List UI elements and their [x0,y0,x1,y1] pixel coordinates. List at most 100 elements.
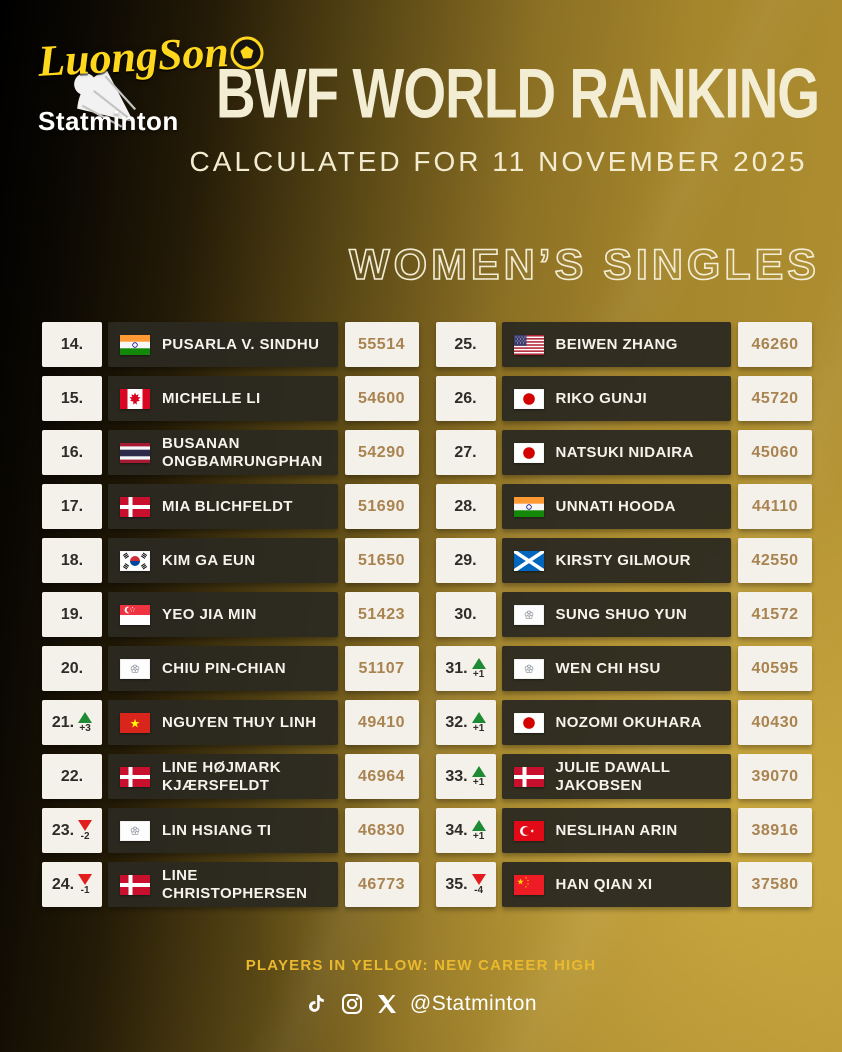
rank-number: 27. [454,443,477,461]
player-name: JULIE DAWALL JAKOBSEN [555,759,671,794]
player-name: NATSUKI NIDAIRA [555,443,694,461]
flag-vn-icon [120,712,150,733]
rank-cell: 34. +1 [435,808,496,853]
rank-change-value: -1 [80,884,90,896]
rank-down-indicator: -4 [471,873,486,896]
rank-number: 29. [454,551,477,569]
ranking-row: 25. BEIWEN ZHANG 46260 [435,322,812,367]
player-bar: BEIWEN ZHANG [501,322,731,367]
flag-ca-icon [120,388,150,409]
brand-tagline: Statminton [38,106,179,136]
points-cell: 40430 [738,700,812,745]
ranking-row: 29. KIRSTY GILMOUR 42550 [435,538,812,583]
rank-number: 24. [51,875,75,893]
player-bar: NATSUKI NIDAIRA [501,430,731,475]
flag-dk-icon [120,496,150,517]
rank-number: 18. [60,551,84,569]
flag-dk-icon [120,874,150,895]
player-name: MICHELLE LI [162,389,261,407]
ranking-row: 32. +1 NOZOMI OKUHARA 40430 [435,700,812,745]
rank-number: 21. [51,713,75,731]
player-name: BEIWEN ZHANG [555,335,678,353]
rank-number: 33. [445,767,468,785]
ranking-row: 22. LINE HØJMARK KJÆRSFELDT 46964 [42,754,419,799]
rank-number: 30. [454,605,477,623]
flag-tpe-icon [513,604,544,625]
flag-cn-icon [513,874,544,895]
ranking-row: 23. -2 LIN HSIANG TI 46830 [42,808,419,853]
ranking-row: 15. MICHELLE LI 54600 [42,376,419,421]
rank-up-indicator: +1 [471,765,486,788]
brand-logo: LuongSon Statminton [16,12,266,137]
up-arrow-icon [471,657,486,669]
player-name: LINE HØJMARK KJÆRSFELDT [162,759,281,794]
rank-cell: 31. +1 [435,646,496,691]
rank-change-value: +1 [472,776,485,788]
rank-number: 35. [445,875,468,893]
points-cell: 45060 [738,430,812,475]
ranking-row: 34. +1 NESLIHAN ARIN 38916 [435,808,812,853]
player-bar: MIA BLICHFELDT [108,484,338,529]
flag-jp-icon [513,442,544,463]
up-arrow-icon [471,711,486,723]
flag-tpe-icon [120,658,150,679]
player-name: NESLIHAN ARIN [555,821,678,839]
rank-cell: 32. +1 [435,700,496,745]
down-arrow-icon [78,873,93,885]
rank-cell: 22. [42,754,102,799]
rank-number: 28. [454,497,477,515]
rank-cell: 24. -1 [42,862,102,907]
rank-change-value: -4 [474,884,484,896]
player-bar: JULIE DAWALL JAKOBSEN [501,754,731,799]
ranking-row: 35. -4 HAN QIAN XI 37580 [435,862,812,907]
ranking-row: 17. MIA BLICHFELDT 51690 [42,484,419,529]
player-name: YEO JIA MIN [162,605,257,623]
player-name: KIRSTY GILMOUR [555,551,691,569]
rank-down-indicator: -1 [78,873,93,896]
rank-cell: 20. [42,646,102,691]
points-cell: 51650 [344,538,419,583]
rank-up-indicator: +3 [78,711,93,734]
player-name: CHIU PIN-CHIAN [162,659,286,677]
flag-tr-icon [513,820,544,841]
brand-name: LuongSon [37,24,266,87]
rank-number: 19. [60,605,84,623]
flag-in-icon [513,496,544,517]
rank-change-value: +1 [472,722,485,734]
player-name: RIKO GUNJI [555,389,648,407]
rank-cell: 21. +3 [42,700,102,745]
rank-up-indicator: +1 [471,819,486,842]
rank-number: 16. [60,443,84,461]
ranking-row: 30. SUNG SHUO YUN 41572 [435,592,812,637]
rank-cell: 26. [435,376,496,421]
points-cell: 55514 [344,322,419,367]
brand-name-text: LuongSon [36,26,230,86]
player-name: KIM GA EUN [162,551,256,569]
rank-up-indicator: +1 [471,657,486,680]
rank-number: 22. [60,767,84,785]
flag-dk-icon [120,766,150,787]
flag-jp-icon [513,388,544,409]
ranking-row: 26. RIKO GUNJI 45720 [435,376,812,421]
points-cell: 39070 [738,754,812,799]
rank-cell: 19. [42,592,102,637]
points-cell: 46260 [738,322,812,367]
ranking-row: 14. PUSARLA V. SINDHU 55514 [42,322,419,367]
ranking-row: 21. +3 NGUYEN THUY LINH 49410 [42,700,419,745]
player-bar: UNNATI HOODA [501,484,731,529]
player-bar: HAN QIAN XI [501,862,731,907]
flag-kr-icon [120,550,150,571]
points-cell: 45720 [738,376,812,421]
instagram-icon [341,994,362,1014]
points-cell: 54600 [344,376,419,421]
rank-cell: 30. [435,592,496,637]
flag-tpe-icon [120,820,150,841]
player-name: UNNATI HOODA [555,497,676,515]
tiktok-icon [308,995,324,1012]
points-cell: 51107 [344,646,419,691]
points-cell: 37580 [738,862,812,907]
ranking-row: 31. +1 WEN CHI HSU 40595 [435,646,812,691]
ranking-grid: 14. PUSARLA V. SINDHU 55514 25. BEIWEN ZHANG… [42,322,812,907]
points-cell: 49410 [344,700,419,745]
